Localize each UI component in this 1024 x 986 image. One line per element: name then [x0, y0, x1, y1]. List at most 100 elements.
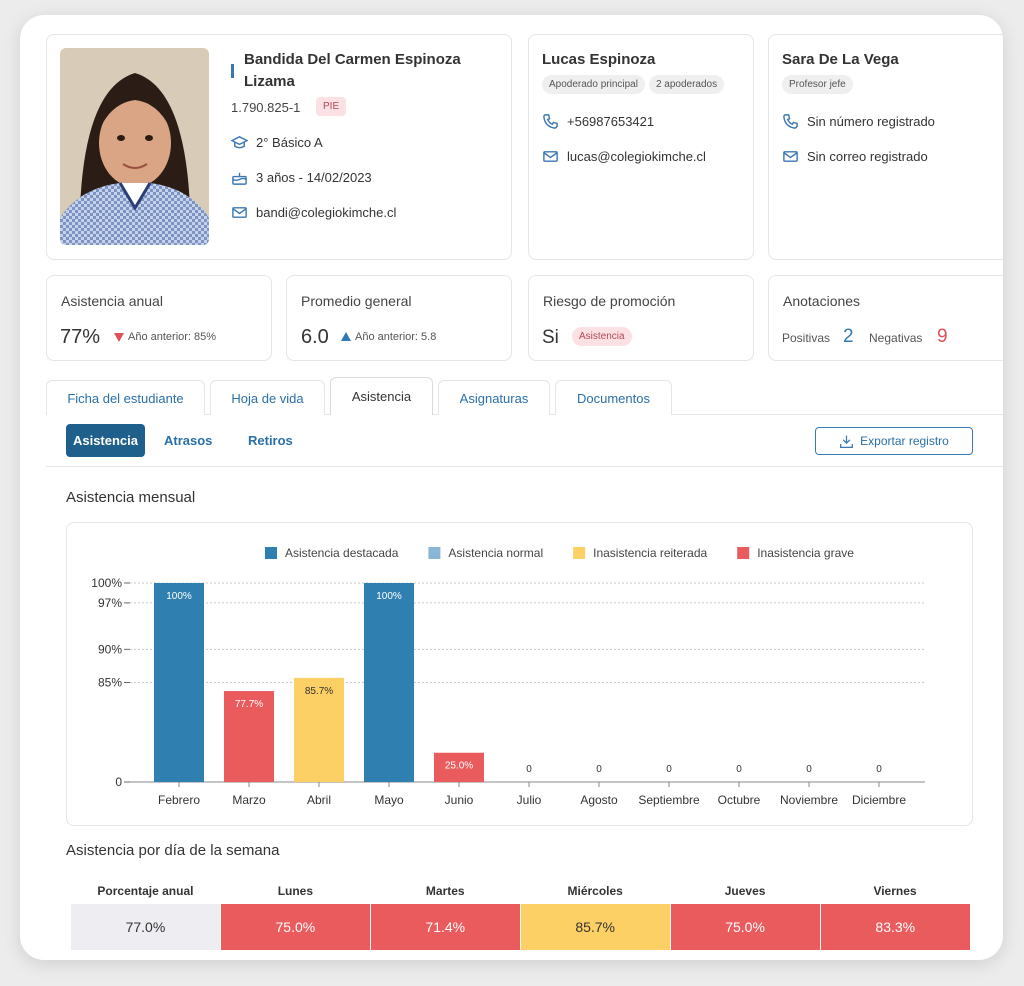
student-tag: PIE	[316, 97, 347, 116]
export-button[interactable]: Exportar registro	[815, 427, 973, 455]
value-label: 100%	[166, 591, 192, 602]
cap-icon	[231, 136, 248, 149]
stat-card: Riesgo de promoción Si Asistencia	[528, 275, 754, 361]
guardian-phone-row: +56987653421	[542, 113, 654, 130]
stat-label: Asistencia anual	[61, 293, 163, 309]
tag: Profesor jefe	[782, 75, 853, 94]
subtab-active[interactable]: Asistencia	[66, 424, 145, 457]
bar	[294, 677, 344, 782]
download-icon	[840, 435, 854, 448]
stat-value: 6.0	[301, 326, 329, 348]
legend-label: Asistencia normal	[448, 546, 543, 560]
legend-label: Asistencia destacada	[285, 546, 399, 560]
value-label: 25.0%	[445, 761, 473, 772]
value-label: 0	[666, 764, 672, 775]
app-frame: Bandida Del Carmen Espinoza Lizama 1.790…	[20, 15, 1003, 960]
stat-label: Promedio general	[301, 293, 412, 309]
mail-icon	[543, 151, 558, 162]
header: Jueves	[724, 884, 766, 898]
phone-icon	[543, 114, 558, 129]
subtab-line	[46, 466, 1003, 467]
age-row: 3 años - 14/02/2023	[231, 169, 372, 186]
header: Martes	[425, 884, 465, 898]
student-photo	[60, 48, 209, 245]
y-tick-label: 90%	[98, 642, 122, 656]
x-tick-label: Septiembre	[638, 793, 700, 807]
stat-card: Promedio general 6.0 Año anterior: 5.8	[286, 275, 512, 361]
x-tick-label: Mayo	[374, 793, 404, 807]
student-course: 2° Básico A	[256, 135, 323, 150]
x-tick-label: Junio	[445, 793, 474, 807]
student-email: bandi@colegiokimche.cl	[256, 205, 397, 220]
x-tick-label: Abril	[307, 793, 331, 807]
value-label: 0	[806, 764, 812, 775]
guardian-email-row: lucas@colegiokimche.cl	[542, 148, 706, 165]
x-tick-label: Agosto	[580, 793, 618, 807]
value-label: 0	[736, 764, 742, 775]
cell: 85.7%	[519, 904, 671, 950]
bar	[154, 583, 204, 782]
course-row: 2° Básico A	[231, 134, 323, 151]
teacher-name: Sara De La Vega	[782, 51, 899, 68]
stat-previous: Año anterior: 85%	[128, 331, 217, 343]
chart-card	[66, 522, 973, 826]
x-tick-label: Julio	[517, 793, 542, 807]
stat-card: Asistencia anual 77% Año anterior: 85%	[46, 275, 272, 361]
positive-label: Positivas	[782, 331, 831, 345]
cell: 83.3%	[819, 904, 970, 950]
value-label: 0	[876, 764, 882, 775]
teacher-email-row: Sin correo registrado	[782, 148, 928, 165]
guardian-card	[528, 34, 754, 260]
mail-icon	[232, 207, 247, 218]
bar	[364, 583, 414, 782]
student-age: 3 años - 14/02/2023	[256, 170, 372, 185]
cake-icon	[232, 172, 247, 185]
stat-previous: Año anterior: 5.8	[355, 331, 437, 343]
tab[interactable]: Documentos	[555, 380, 672, 415]
header: Porcentaje anual	[97, 884, 194, 898]
email-row: bandi@colegiokimche.cl	[231, 204, 396, 221]
subtab[interactable]: Retiros	[248, 433, 293, 448]
content: Bandida Del Carmen Espinoza Lizama 1.790…	[20, 15, 1003, 960]
value-label: 0	[596, 764, 602, 775]
header: Viernes	[873, 884, 917, 898]
bar	[434, 752, 484, 782]
legend-label: Inasistencia reiterada	[593, 546, 707, 560]
subtab[interactable]: Atrasos	[164, 433, 213, 448]
legend-label: Inasistencia grave	[757, 546, 854, 560]
tab-active[interactable]: Asistencia	[330, 377, 433, 415]
tab[interactable]: Asignaturas	[438, 380, 550, 415]
tab[interactable]: Ficha del estudiante	[46, 380, 205, 415]
bar	[224, 691, 274, 782]
header: Miércoles	[567, 884, 623, 898]
y-tick-label: 100%	[91, 576, 122, 590]
weekday-title: Asistencia por día de la semana	[66, 842, 280, 859]
section-title: Asistencia mensual	[66, 489, 196, 506]
teacher-card	[768, 34, 1003, 260]
cell: 71.4%	[369, 904, 521, 950]
phone-icon	[783, 114, 798, 129]
export-label: Exportar registro	[860, 434, 949, 448]
risk-tag: Asistencia	[572, 327, 632, 346]
x-tick-label: Diciembre	[852, 793, 906, 807]
cell: 75.0%	[669, 904, 821, 950]
chart: Asistencia destacada Asistencia normal Ina…	[91, 546, 925, 807]
student-name: Bandida Del Carmen Espinoza Lizama	[244, 51, 461, 90]
tag: Apoderado principal	[542, 75, 645, 94]
stat-label: Anotaciones	[783, 293, 861, 309]
student-rut: 1.790.825-1	[231, 100, 301, 115]
x-tick-label: Octubre	[718, 793, 761, 807]
up-icon	[341, 332, 351, 341]
value-label: 100%	[376, 591, 402, 602]
legend-swatch	[265, 547, 277, 559]
value-label: 85.7%	[305, 686, 333, 697]
tab[interactable]: Hoja de vida	[210, 380, 325, 415]
y-tick-label: 0	[115, 775, 122, 789]
legend-swatch	[737, 547, 750, 559]
negative-count: 9	[937, 326, 948, 347]
guardian-tags: Apoderado principal 2 apoderados	[542, 74, 728, 94]
legend-swatch	[428, 547, 441, 559]
negative-label: Negativas	[869, 331, 923, 345]
weekday-table: Porcentaje anual Lunes Martes Miércoles Juev…	[70, 878, 970, 950]
